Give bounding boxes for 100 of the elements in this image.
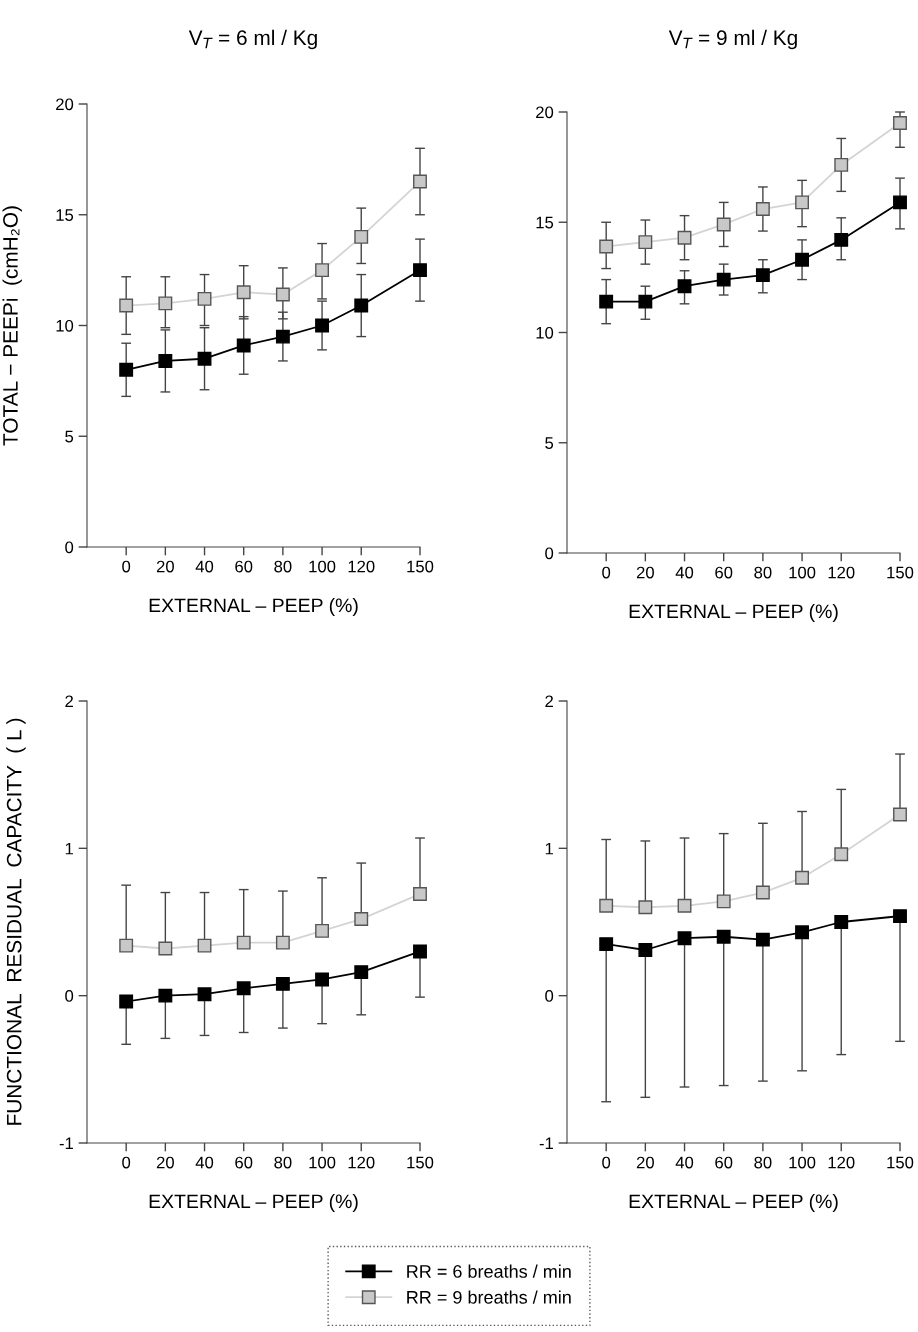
- point: [119, 298, 134, 313]
- point: [413, 174, 427, 189]
- point: [834, 157, 849, 172]
- legend-label: RR = 9 breaths / min: [407, 1290, 571, 1304]
- point: [413, 887, 427, 901]
- point: [716, 929, 731, 944]
- point: [677, 230, 692, 245]
- point: [315, 972, 330, 987]
- x-tick-label: 20: [636, 566, 654, 579]
- point: [236, 285, 251, 300]
- x-tick-label: 150: [887, 1156, 914, 1169]
- x-axis-title: EXTERNAL – PEEP (%): [629, 603, 838, 623]
- x-tick-label: 40: [195, 1156, 214, 1169]
- y-axis-title: TOTAL − PEEPi (cmH₂O): [2, 206, 22, 446]
- x-tick-label: 100: [309, 560, 336, 573]
- y-tick-label: 20: [536, 106, 554, 119]
- point: [893, 195, 907, 210]
- x-tick-label: 100: [789, 1156, 816, 1169]
- point: [638, 943, 653, 957]
- point: [354, 229, 369, 244]
- x-tick-label: 80: [274, 1156, 292, 1169]
- y-tick-label: 0: [65, 541, 74, 554]
- point: [236, 981, 251, 996]
- point: [119, 362, 134, 377]
- point: [158, 296, 173, 311]
- point: [599, 898, 614, 913]
- x-tick-label: 0: [122, 1156, 131, 1169]
- x-tick-label: 0: [602, 566, 611, 579]
- y-tick-label: -1: [539, 1137, 553, 1150]
- point: [197, 291, 212, 306]
- y-tick-label: 1: [65, 842, 73, 855]
- point: [236, 338, 251, 353]
- point: [119, 994, 134, 1009]
- point: [755, 202, 770, 216]
- y-tick-label: 5: [545, 437, 554, 449]
- y-tick-label: 2: [545, 695, 553, 708]
- point: [834, 847, 849, 862]
- point: [795, 925, 810, 940]
- point: [599, 937, 614, 952]
- point: [716, 217, 731, 232]
- point: [354, 298, 369, 313]
- point: [354, 965, 369, 980]
- point: [638, 900, 653, 915]
- x-axis-title: EXTERNAL – PEEP (%): [149, 597, 358, 617]
- point: [795, 195, 810, 210]
- point: [834, 232, 849, 247]
- x-axis-title: EXTERNAL – PEEP (%): [629, 1193, 838, 1213]
- point: [638, 294, 653, 309]
- x-tick-label: 80: [754, 566, 772, 579]
- point: [315, 318, 330, 333]
- x-tick-label: 150: [887, 566, 914, 579]
- point: [834, 915, 849, 929]
- point: [275, 287, 290, 302]
- legend-label: RR = 6 breaths / min: [407, 1264, 571, 1278]
- x-tick-label: 80: [754, 1156, 772, 1169]
- x-tick-label: 120: [828, 566, 855, 579]
- point: [893, 116, 907, 130]
- x-tick-label: 120: [828, 1156, 855, 1169]
- point: [413, 944, 427, 959]
- x-tick-label: 0: [122, 560, 131, 573]
- point: [716, 894, 731, 909]
- point: [795, 252, 810, 267]
- x-tick-label: 20: [156, 560, 174, 573]
- x-tick-label: 100: [789, 566, 816, 579]
- x-axis-title: EXTERNAL – PEEP (%): [149, 1193, 358, 1213]
- y-tick-label: 15: [536, 216, 554, 229]
- point: [795, 870, 810, 885]
- x-tick-label: 80: [274, 560, 292, 573]
- y-tick-label: 15: [56, 209, 74, 221]
- point: [197, 351, 212, 366]
- point: [197, 987, 212, 1002]
- point: [677, 931, 692, 946]
- point: [677, 279, 692, 294]
- point: [275, 976, 290, 991]
- y-tick-label: 0: [65, 990, 74, 1002]
- x-tick-label: 40: [675, 1156, 694, 1169]
- point: [599, 294, 614, 309]
- point: [158, 353, 173, 368]
- x-tick-label: 60: [715, 566, 733, 579]
- x-tick-label: 40: [195, 560, 214, 573]
- x-tick-label: 20: [156, 1156, 174, 1169]
- y-tick-label: 2: [65, 695, 73, 708]
- y-tick-label: 20: [56, 98, 74, 111]
- x-tick-label: 60: [235, 560, 253, 573]
- point: [119, 938, 134, 953]
- y-tick-label: -1: [59, 1137, 73, 1150]
- point: [158, 988, 173, 1003]
- x-tick-label: 60: [235, 1156, 253, 1169]
- point: [315, 923, 330, 938]
- chart-title: V$_{T}$ = 6 ml / Kg: [188, 29, 317, 50]
- point: [755, 268, 770, 283]
- point: [158, 941, 173, 956]
- y-axis-title: FUNCTIONAL RESIDUAL CAPACITY ( L ): [6, 718, 26, 1125]
- y-tick-label: 10: [536, 326, 554, 339]
- x-tick-label: 60: [715, 1156, 733, 1169]
- point: [755, 932, 770, 947]
- x-tick-label: 100: [309, 1156, 336, 1169]
- x-tick-label: 40: [675, 566, 694, 579]
- point: [716, 272, 731, 287]
- chart-title: V$_{T}$ = 9 ml / Kg: [668, 29, 797, 50]
